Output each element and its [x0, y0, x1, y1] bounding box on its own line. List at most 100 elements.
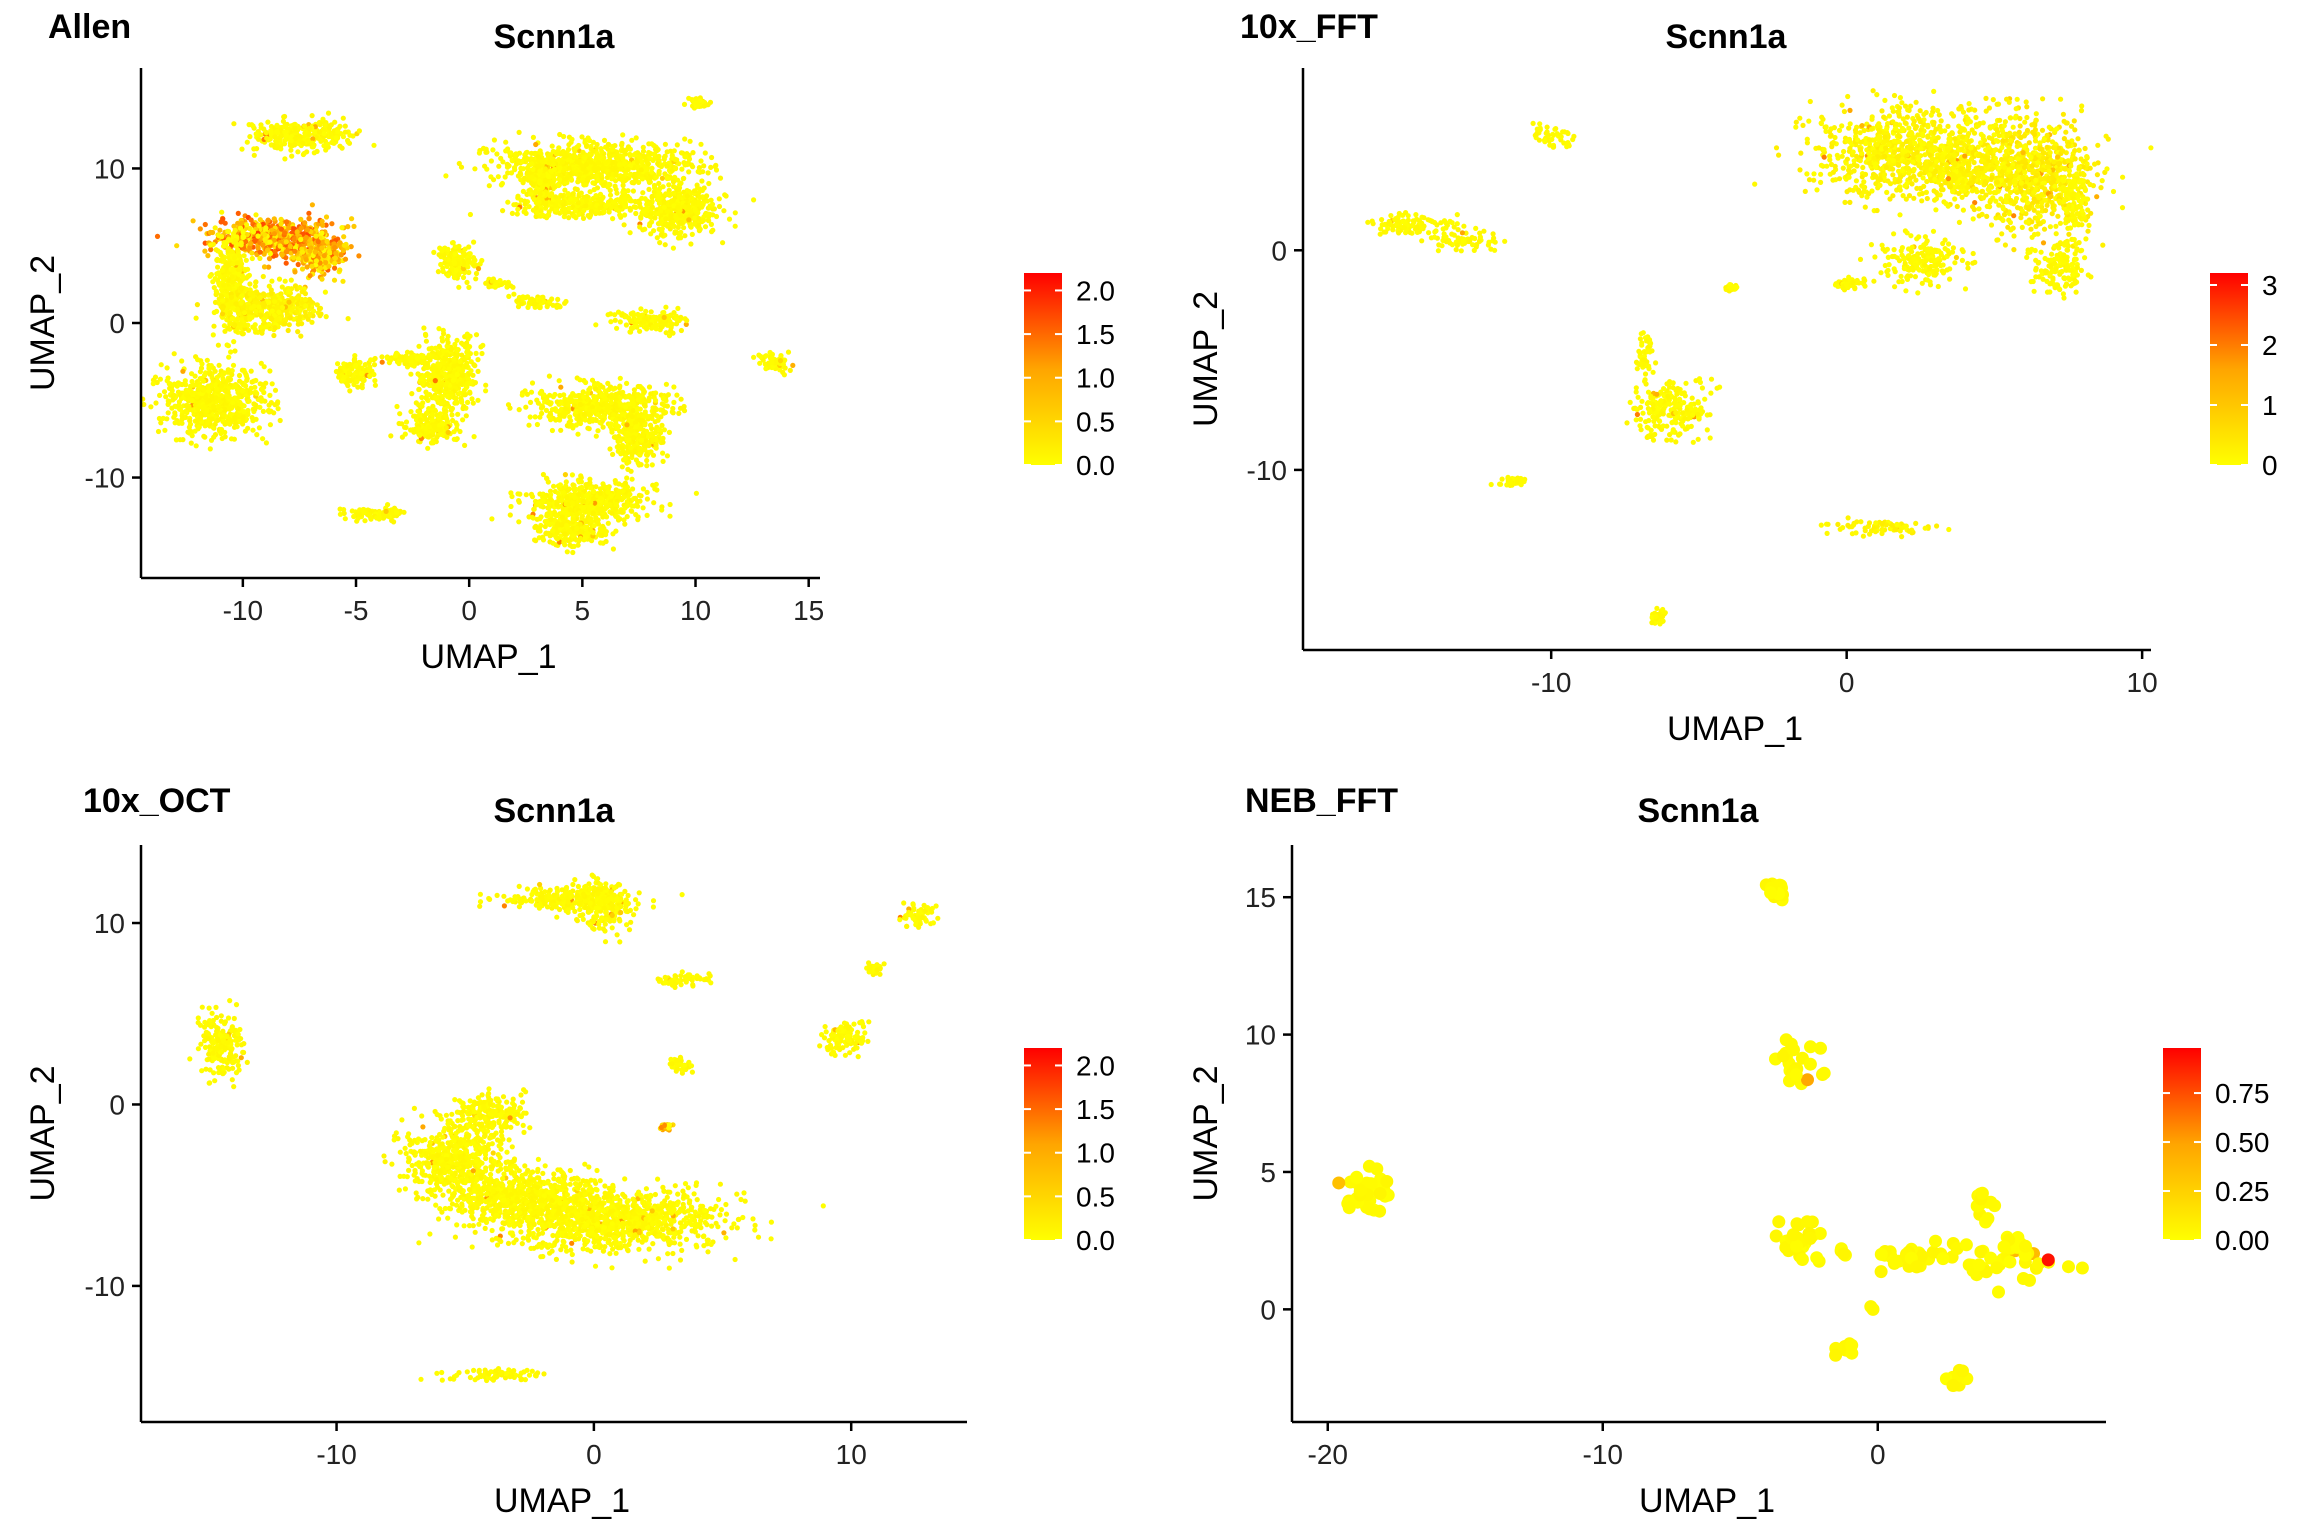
data-point [240, 388, 246, 394]
data-point [516, 129, 522, 135]
data-point [278, 221, 284, 227]
data-point [231, 223, 237, 229]
data-point [209, 416, 215, 422]
data-point [402, 358, 408, 364]
data-point [248, 305, 254, 311]
data-point [453, 420, 459, 426]
data-point [232, 421, 239, 427]
data-point [269, 308, 275, 314]
data-point [283, 239, 289, 245]
data-point [620, 132, 626, 138]
data-point [557, 165, 563, 171]
data-point [210, 279, 216, 285]
data-point [236, 394, 242, 400]
data-point [234, 260, 240, 266]
data-point [231, 121, 237, 127]
data-point [522, 198, 528, 204]
data-point [452, 251, 458, 257]
data-point [662, 141, 669, 147]
data-point [321, 253, 327, 259]
data-point [614, 154, 620, 161]
data-point [612, 183, 618, 189]
data-point [689, 231, 695, 237]
data-point [242, 428, 248, 434]
data-point [283, 255, 289, 261]
data-point [515, 206, 521, 212]
data-point [595, 165, 601, 172]
data-point [676, 210, 682, 216]
data-point [434, 434, 440, 440]
data-point [247, 225, 253, 232]
data-point [253, 279, 259, 285]
data-point [264, 247, 271, 253]
data-point [232, 238, 238, 244]
data-point [619, 140, 625, 146]
data-point [709, 154, 715, 161]
data-point [491, 137, 497, 143]
data-point [445, 246, 451, 252]
data-point [483, 388, 489, 394]
data-point [475, 266, 482, 272]
data-point [504, 161, 510, 167]
data-point [271, 231, 277, 237]
data-point [657, 185, 663, 191]
data-point [287, 315, 293, 321]
data-point [350, 133, 356, 139]
data-point [425, 445, 431, 451]
data-point [266, 402, 272, 408]
data-point [309, 202, 315, 208]
data-point [432, 378, 438, 384]
data-point [256, 222, 262, 229]
data-point [198, 385, 204, 391]
data-point [438, 261, 444, 268]
data-point [263, 129, 269, 135]
data-point [268, 290, 274, 297]
data-point [207, 273, 213, 279]
data-point [457, 358, 463, 365]
data-point [349, 216, 355, 222]
data-point [469, 396, 475, 402]
data-point [154, 233, 161, 239]
data-point [248, 240, 254, 247]
data-point [716, 196, 722, 202]
data-point [210, 378, 216, 384]
data-point [388, 433, 394, 439]
data-point [266, 256, 273, 262]
data-point [688, 162, 695, 168]
data-point [312, 249, 318, 255]
data-point [462, 392, 468, 398]
data-point [682, 154, 689, 160]
data-point [297, 133, 303, 140]
data-point [368, 357, 374, 363]
data-point [450, 377, 456, 383]
data-point [253, 329, 259, 335]
data-point [445, 333, 451, 339]
data-point [488, 158, 494, 164]
data-point [603, 203, 609, 209]
data-point [283, 124, 289, 131]
data-point [712, 163, 718, 170]
data-point [351, 223, 357, 229]
data-point [464, 279, 470, 285]
data-point [628, 198, 634, 204]
data-point [662, 242, 668, 248]
data-point [580, 176, 586, 183]
data-point [257, 249, 263, 255]
data-point [408, 409, 414, 415]
data-point [271, 216, 277, 222]
data-point [287, 243, 293, 249]
data-point [454, 348, 460, 354]
data-point [682, 136, 688, 142]
data-point [219, 209, 225, 215]
data-point [598, 172, 605, 178]
data-point [279, 284, 285, 290]
data-point [243, 222, 250, 228]
data-point [320, 222, 326, 228]
data-point [316, 129, 322, 135]
data-point [258, 360, 264, 366]
data-point [227, 237, 233, 243]
data-point [292, 136, 298, 142]
data-point [287, 142, 293, 148]
data-point [277, 417, 283, 424]
data-point [625, 144, 632, 150]
